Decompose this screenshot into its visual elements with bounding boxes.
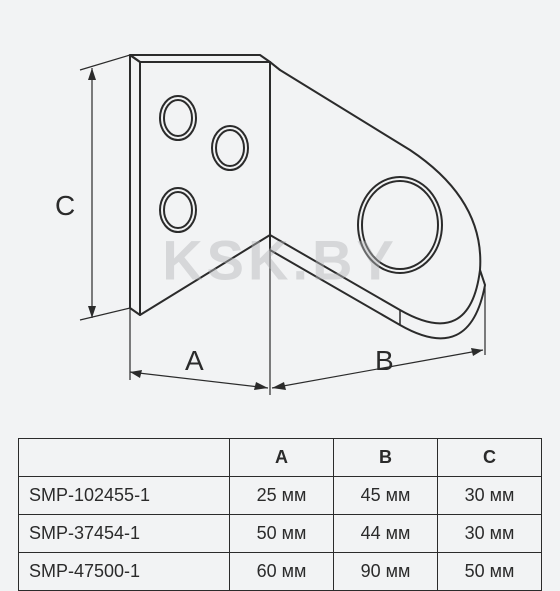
value-cell: 30 мм bbox=[438, 515, 542, 553]
dimensions-table: A B C SMP-102455-1 25 мм 45 мм 30 мм SMP… bbox=[18, 438, 542, 591]
value-cell: 50 мм bbox=[438, 553, 542, 591]
table-header-b: B bbox=[334, 439, 438, 477]
dim-label-a: A bbox=[185, 345, 204, 377]
model-cell: SMP-102455-1 bbox=[19, 477, 230, 515]
value-cell: 30 мм bbox=[438, 477, 542, 515]
table-row: SMP-47500-1 60 мм 90 мм 50 мм bbox=[19, 553, 542, 591]
table-row: SMP-102455-1 25 мм 45 мм 30 мм bbox=[19, 477, 542, 515]
table-header-a: A bbox=[230, 439, 334, 477]
value-cell: 50 мм bbox=[230, 515, 334, 553]
value-cell: 90 мм bbox=[334, 553, 438, 591]
value-cell: 44 мм bbox=[334, 515, 438, 553]
value-cell: 60 мм bbox=[230, 553, 334, 591]
value-cell: 45 мм bbox=[334, 477, 438, 515]
value-cell: 25 мм bbox=[230, 477, 334, 515]
table-header-row: A B C bbox=[19, 439, 542, 477]
model-cell: SMP-37454-1 bbox=[19, 515, 230, 553]
dim-label-b: B bbox=[375, 345, 394, 377]
table-header-blank bbox=[19, 439, 230, 477]
dim-label-c: C bbox=[55, 190, 75, 222]
bracket-diagram bbox=[0, 0, 560, 430]
table-header-c: C bbox=[438, 439, 542, 477]
model-cell: SMP-47500-1 bbox=[19, 553, 230, 591]
table-row: SMP-37454-1 50 мм 44 мм 30 мм bbox=[19, 515, 542, 553]
